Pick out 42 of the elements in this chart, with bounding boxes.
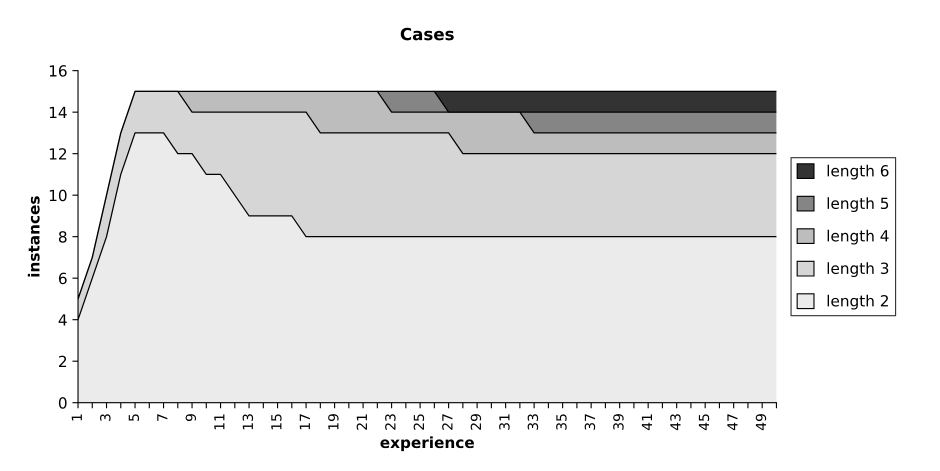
x-tick-label: 17 xyxy=(300,414,310,430)
y-tick-label: 6 xyxy=(58,272,67,284)
x-tick-label: 31 xyxy=(499,414,510,430)
x-axis-title: experience xyxy=(380,436,474,452)
x-tick-label: 41 xyxy=(642,414,652,430)
x-tick-label: 7 xyxy=(157,414,168,421)
x-tick-label: 29 xyxy=(470,414,482,430)
x-tick-label: 43 xyxy=(670,414,681,430)
y-axis-title: instances xyxy=(28,196,40,276)
x-tick-label: 21 xyxy=(356,414,367,430)
legend-label: length 5 xyxy=(828,197,888,212)
x-tick-label: 47 xyxy=(727,414,738,430)
x-tick-label: 11 xyxy=(214,414,224,430)
x-tick-label: 5 xyxy=(128,414,140,421)
x-tick-label: 45 xyxy=(698,414,710,430)
x-tick-label: 13 xyxy=(242,414,254,430)
legend-label: length 2 xyxy=(828,294,888,310)
x-tick-label: 35 xyxy=(556,414,567,430)
legend-label: length 3 xyxy=(828,262,888,278)
x-tick-label: 15 xyxy=(271,414,282,430)
x-tick-label: 33 xyxy=(528,414,538,430)
x-tick-label: 49 xyxy=(756,414,766,430)
x-tick-label: 9 xyxy=(186,414,196,422)
x-tick-label: 23 xyxy=(385,414,396,430)
y-tick-label: 16 xyxy=(50,65,67,77)
x-tick-label: 1 xyxy=(72,414,82,420)
x-tick-label: 19 xyxy=(328,414,339,430)
legend-label: length 4 xyxy=(828,230,889,245)
x-tick-label: 25 xyxy=(414,414,424,430)
y-tick-label: 14 xyxy=(50,106,67,118)
x-tick-label: 27 xyxy=(442,414,452,430)
x-tick-label: 39 xyxy=(613,414,624,430)
y-tick-label: 2 xyxy=(59,356,66,368)
x-tick-label: 37 xyxy=(584,414,596,430)
y-tick-label: 10 xyxy=(50,190,67,202)
y-tick-label: 4 xyxy=(58,314,67,326)
y-tick-label: 8 xyxy=(58,231,67,243)
legend-label: length 6 xyxy=(828,164,889,180)
y-tick-label: 12 xyxy=(50,148,66,160)
chart-title: Cases xyxy=(400,28,454,40)
y-tick-label: 0 xyxy=(58,397,67,409)
x-tick-label: 3 xyxy=(100,414,111,421)
